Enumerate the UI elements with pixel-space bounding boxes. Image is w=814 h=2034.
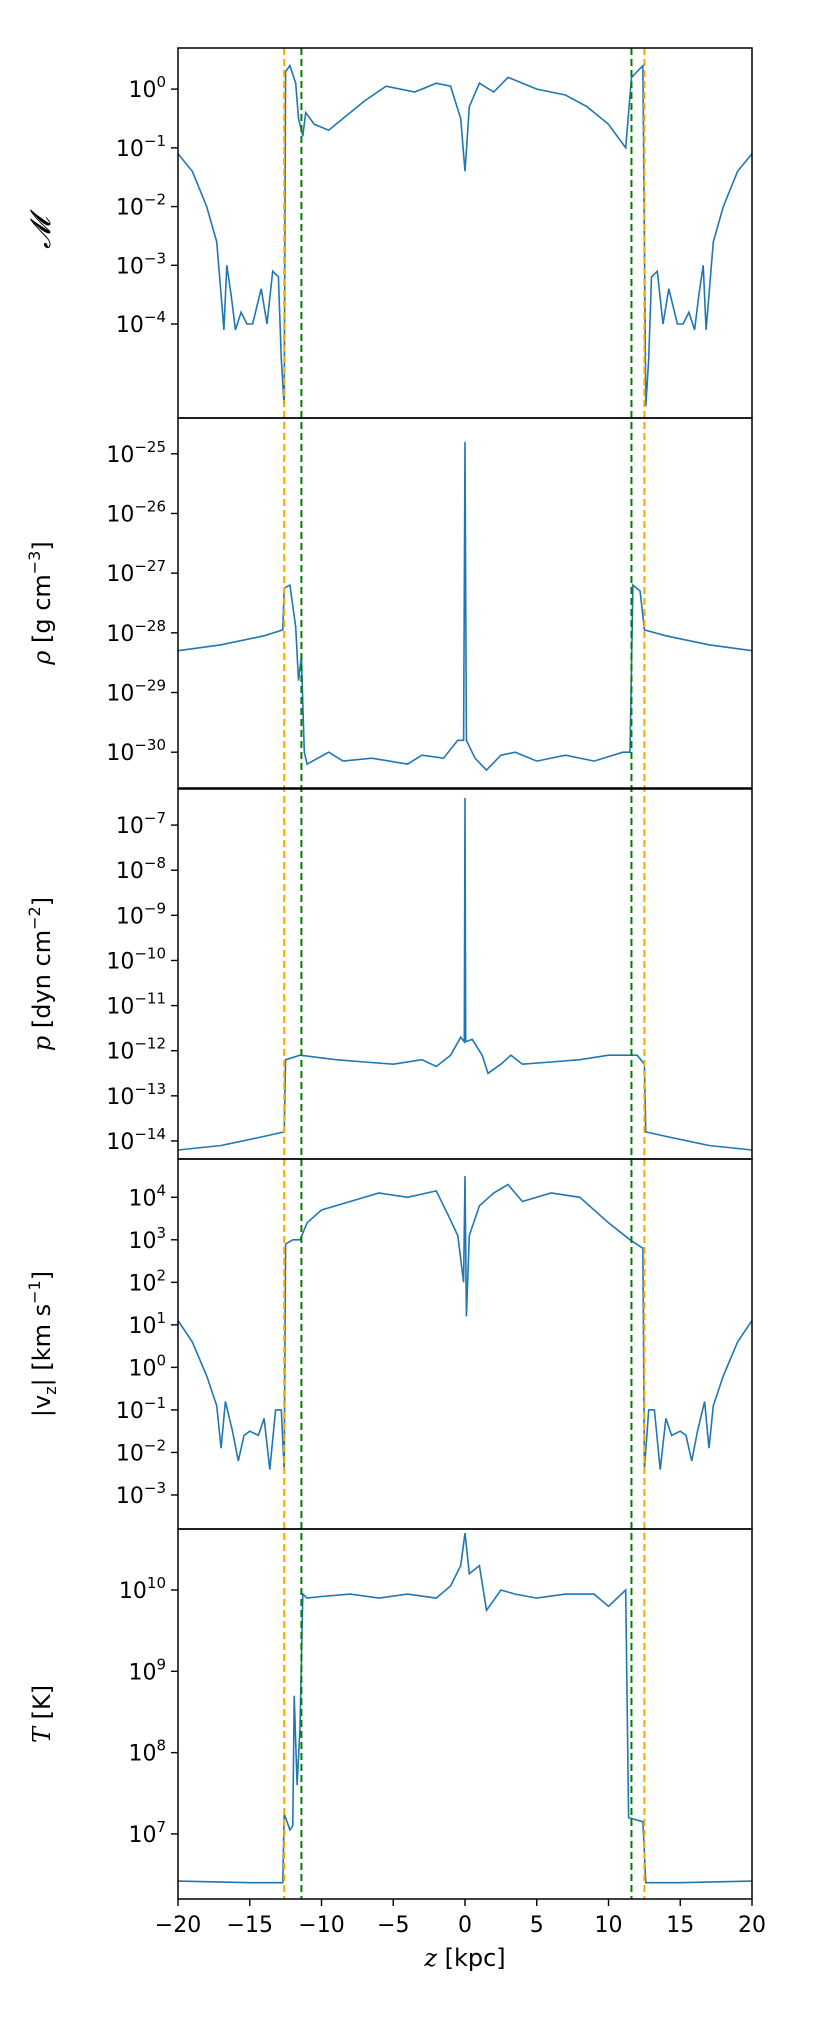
pressure-ytick-label: 10−7: [116, 809, 166, 839]
temperature-series-line: [178, 1532, 752, 1884]
velocity-ytick-label: 10−3: [116, 1479, 166, 1509]
pressure-series-line: [178, 797, 752, 1151]
mach-ytick-label: 10−1: [116, 132, 166, 162]
pressure-ytick-label: 10−11: [106, 990, 166, 1020]
marker-lines: [283, 48, 646, 1899]
series-lines: [178, 63, 752, 1884]
xtick-label: 10: [595, 1913, 623, 1938]
mach-panel-frame: [177, 47, 753, 419]
mach-ytick-label: 100: [128, 73, 166, 103]
pressure-ytick-label: 10−14: [106, 1125, 166, 1155]
temperature-ylabel: T [K]: [28, 1685, 56, 1743]
velocity-ytick-label: 100: [128, 1351, 166, 1381]
velocity-ytick-label: 102: [128, 1266, 166, 1296]
temperature-ytick-label: 109: [128, 1655, 166, 1685]
density-series-line: [178, 441, 752, 772]
mach-ytick-label: 10−4: [116, 308, 166, 338]
velocity-ylabel: |vz| [km s−1]: [25, 1271, 60, 1417]
temperature-panel-frame: [177, 1528, 753, 1900]
panel-frames: [171, 47, 753, 1906]
velocity-ytick-label: 10−1: [116, 1394, 166, 1424]
xtick-label: 20: [738, 1913, 766, 1938]
pressure-ytick-label: 10−10: [106, 944, 166, 974]
pressure-ytick-label: 10−12: [106, 1035, 166, 1065]
pressure-ylabel: p [dyn cm−2]: [25, 897, 56, 1051]
pressure-ytick-label: 10−9: [116, 899, 166, 929]
temperature-ytick-label: 1010: [119, 1574, 166, 1604]
density-ytick-label: 10−27: [106, 557, 166, 587]
density-ytick-label: 10−25: [106, 438, 166, 468]
xtick-label: −15: [227, 1913, 273, 1938]
density-ytick-label: 10−26: [106, 497, 166, 527]
mach-series-line: [178, 63, 752, 407]
velocity-series-line: [178, 1175, 752, 1470]
temperature-ytick-label: 108: [128, 1737, 166, 1767]
velocity-ytick-label: 101: [128, 1309, 166, 1339]
temperature-ytick-label: 107: [128, 1818, 166, 1848]
xtick-label: −10: [298, 1913, 344, 1938]
velocity-ytick-label: 103: [128, 1224, 166, 1254]
pressure-ytick-label: 10−13: [106, 1080, 166, 1110]
xtick-label: 15: [666, 1913, 694, 1938]
density-ytick-label: 10−30: [106, 736, 166, 766]
x-axis-label: z [kpc]: [423, 1944, 505, 1972]
density-ylabel: ρ [g cm−3]: [25, 541, 56, 666]
density-panel-frame: [177, 417, 753, 789]
mach-ytick-label: 10−3: [116, 249, 166, 279]
xtick-label: −20: [155, 1913, 201, 1938]
mach-ylabel: 𝓜: [24, 209, 57, 249]
mach-ytick-label: 10−2: [116, 191, 166, 221]
xtick-label: 5: [530, 1913, 544, 1938]
pressure-ytick-label: 10−8: [116, 854, 166, 884]
tick-labels: 10−410−310−210−1100𝓜10−3010−2910−2810−27…: [24, 73, 766, 1972]
xtick-label: 0: [458, 1913, 472, 1938]
density-ytick-label: 10−29: [106, 677, 166, 707]
xtick-label: −5: [377, 1913, 409, 1938]
density-ytick-label: 10−28: [106, 617, 166, 647]
velocity-ytick-label: 10−2: [116, 1436, 166, 1466]
velocity-ytick-label: 104: [128, 1181, 166, 1211]
